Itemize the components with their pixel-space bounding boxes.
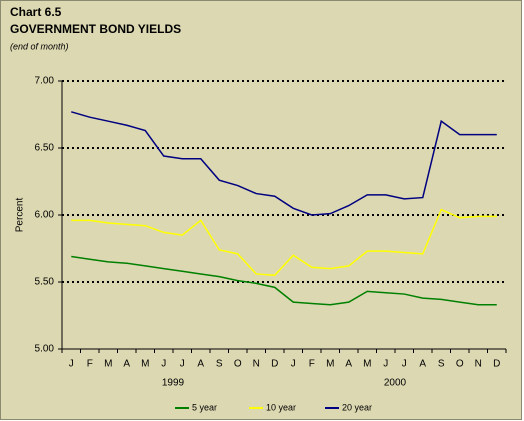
x-tick-label: M xyxy=(141,359,149,370)
x-tick-label: J xyxy=(161,359,166,370)
y-axis-label: Percent xyxy=(15,198,26,233)
y-tick-label: 5.50 xyxy=(35,277,55,288)
x-tick-label: N xyxy=(253,359,260,370)
x-tick-label: M xyxy=(363,359,371,370)
legend-label: 20 year xyxy=(342,402,372,412)
x-tick-label: J xyxy=(69,359,74,370)
x-tick-label: O xyxy=(456,359,464,370)
chart-note: (end of month) xyxy=(10,41,69,51)
x-tick-label: A xyxy=(345,359,352,370)
y-tick-label: 5.00 xyxy=(35,344,55,355)
x-tick-label: M xyxy=(326,359,334,370)
x-tick-label: A xyxy=(123,359,130,370)
chart-number: Chart 6.5 xyxy=(10,5,62,19)
x-tick-label: A xyxy=(419,359,426,370)
x-group-label: 2000 xyxy=(384,378,407,389)
x-tick-label: M xyxy=(104,359,112,370)
x-tick-label: S xyxy=(216,359,223,370)
line-series xyxy=(71,111,497,216)
x-tick-label: D xyxy=(271,359,278,370)
line-series xyxy=(71,208,497,277)
chart-title: GOVERNMENT BOND YIELDS xyxy=(10,22,181,36)
y-tick-label: 7.00 xyxy=(35,76,55,87)
line-series xyxy=(71,255,497,306)
x-tick-label: F xyxy=(309,359,315,370)
x-tick-label: J xyxy=(291,359,296,370)
y-tick-label: 6.00 xyxy=(35,210,55,221)
x-tick-label: F xyxy=(87,359,93,370)
legend-label: 10 year xyxy=(266,402,296,412)
x-tick-label: J xyxy=(180,359,185,370)
x-tick-label: D xyxy=(493,359,500,370)
y-tick-label: 6.50 xyxy=(35,143,55,154)
x-tick-label: S xyxy=(438,359,445,370)
x-group-label: 1999 xyxy=(162,378,185,389)
x-tick-label: A xyxy=(197,359,204,370)
x-tick-label: N xyxy=(475,359,482,370)
x-tick-label: J xyxy=(383,359,388,370)
legend-label: 5 year xyxy=(192,402,217,412)
x-tick-label: O xyxy=(234,359,242,370)
x-tick-label: J xyxy=(402,359,407,370)
